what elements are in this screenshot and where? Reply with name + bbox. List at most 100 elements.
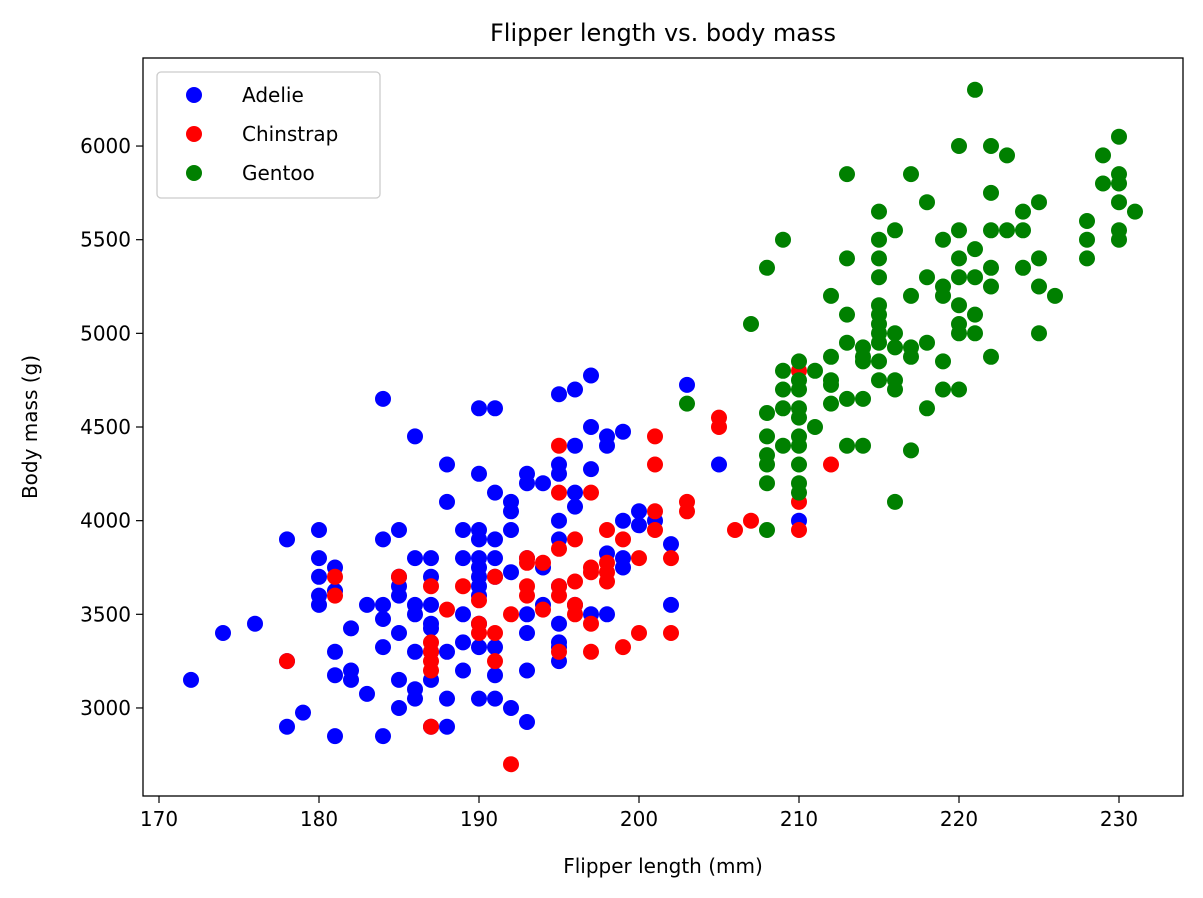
data-point-chinstrap bbox=[615, 639, 631, 656]
y-tick-label: 4000 bbox=[80, 509, 131, 533]
data-point-gentoo bbox=[1015, 203, 1031, 220]
y-tick-label: 4500 bbox=[80, 415, 131, 439]
data-point-gentoo bbox=[999, 147, 1015, 164]
x-axis-ticks: 170 180 190 200 210 220 230 bbox=[140, 796, 1138, 831]
data-point-chinstrap bbox=[455, 578, 471, 595]
x-axis-label: Flipper length (mm) bbox=[563, 854, 763, 878]
data-point-gentoo bbox=[903, 442, 919, 459]
data-point-chinstrap bbox=[647, 428, 663, 445]
data-point-chinstrap bbox=[599, 573, 615, 590]
data-point-adelie bbox=[423, 596, 439, 613]
data-point-gentoo bbox=[759, 428, 775, 445]
data-point-adelie bbox=[599, 606, 615, 623]
data-point-gentoo bbox=[871, 203, 887, 220]
data-point-chinstrap bbox=[423, 662, 439, 679]
data-point-gentoo bbox=[871, 250, 887, 267]
data-point-gentoo bbox=[871, 231, 887, 248]
data-point-gentoo bbox=[983, 138, 999, 154]
data-point-gentoo bbox=[919, 334, 935, 351]
data-point-adelie bbox=[471, 400, 487, 417]
data-point-adelie bbox=[631, 503, 647, 520]
data-point-gentoo bbox=[791, 437, 807, 454]
data-point-adelie bbox=[407, 690, 423, 707]
data-point-chinstrap bbox=[679, 503, 695, 520]
data-point-adelie bbox=[327, 667, 343, 684]
data-point-gentoo bbox=[935, 353, 951, 370]
data-point-chinstrap bbox=[551, 437, 567, 454]
data-point-chinstrap bbox=[647, 522, 663, 538]
data-point-adelie bbox=[439, 643, 455, 660]
data-point-adelie bbox=[375, 596, 391, 613]
x-tick-label: 190 bbox=[460, 807, 498, 831]
data-point-chinstrap bbox=[423, 578, 439, 595]
data-point-chinstrap bbox=[471, 625, 487, 641]
data-point-gentoo bbox=[791, 484, 807, 501]
data-point-adelie bbox=[375, 531, 391, 548]
data-point-chinstrap bbox=[567, 606, 583, 623]
data-point-gentoo bbox=[871, 372, 887, 389]
data-point-gentoo bbox=[1031, 250, 1047, 267]
data-point-chinstrap bbox=[647, 456, 663, 473]
data-point-gentoo bbox=[967, 269, 983, 286]
data-point-adelie bbox=[487, 690, 503, 707]
data-point-chinstrap bbox=[487, 625, 503, 641]
data-point-gentoo bbox=[1111, 231, 1127, 248]
data-point-gentoo bbox=[1111, 128, 1127, 145]
data-point-gentoo bbox=[951, 222, 967, 239]
data-point-adelie bbox=[327, 643, 343, 660]
data-point-adelie bbox=[391, 671, 407, 688]
data-point-chinstrap bbox=[519, 554, 535, 571]
data-point-chinstrap bbox=[471, 592, 487, 609]
data-point-adelie bbox=[519, 625, 535, 641]
legend-marker-gentoo bbox=[186, 165, 202, 181]
data-point-chinstrap bbox=[583, 615, 599, 632]
data-point-chinstrap bbox=[551, 587, 567, 604]
data-point-gentoo bbox=[935, 231, 951, 248]
data-point-gentoo bbox=[967, 241, 983, 258]
data-point-adelie bbox=[455, 550, 471, 567]
data-point-adelie bbox=[487, 484, 503, 501]
y-axis-label: Body mass (g) bbox=[18, 355, 42, 499]
data-point-adelie bbox=[343, 620, 359, 637]
legend: Adelie Chinstrap Gentoo bbox=[156, 71, 381, 199]
data-point-chinstrap bbox=[279, 653, 295, 670]
data-point-adelie bbox=[519, 662, 535, 679]
data-point-adelie bbox=[519, 475, 535, 492]
data-point-gentoo bbox=[951, 381, 967, 398]
data-point-adelie bbox=[471, 465, 487, 482]
data-point-adelie bbox=[583, 367, 599, 384]
data-point-gentoo bbox=[1095, 147, 1111, 164]
data-point-gentoo bbox=[1095, 175, 1111, 192]
data-point-gentoo bbox=[887, 222, 903, 239]
data-point-adelie bbox=[455, 606, 471, 623]
data-point-chinstrap bbox=[519, 587, 535, 604]
data-point-adelie bbox=[551, 465, 567, 482]
data-point-adelie bbox=[423, 550, 439, 567]
data-point-gentoo bbox=[839, 390, 855, 407]
data-point-adelie bbox=[503, 700, 519, 716]
data-point-gentoo bbox=[1079, 213, 1095, 229]
data-point-adelie bbox=[551, 615, 567, 632]
data-point-gentoo bbox=[951, 138, 967, 154]
data-point-gentoo bbox=[919, 269, 935, 286]
x-tick-label: 200 bbox=[620, 807, 658, 831]
data-point-gentoo bbox=[951, 250, 967, 267]
data-point-adelie bbox=[247, 615, 263, 632]
data-point-gentoo bbox=[823, 376, 839, 393]
data-point-gentoo bbox=[999, 222, 1015, 239]
data-point-adelie bbox=[487, 639, 503, 656]
data-point-chinstrap bbox=[583, 484, 599, 501]
x-tick-label: 180 bbox=[300, 807, 338, 831]
data-point-gentoo bbox=[823, 287, 839, 304]
data-point-chinstrap bbox=[391, 568, 407, 585]
data-point-adelie bbox=[407, 428, 423, 445]
data-point-gentoo bbox=[983, 278, 999, 295]
data-point-adelie bbox=[439, 493, 455, 510]
x-tick-label: 230 bbox=[1100, 807, 1138, 831]
data-point-gentoo bbox=[839, 250, 855, 267]
data-point-gentoo bbox=[1047, 287, 1063, 304]
y-tick-label: 5500 bbox=[80, 228, 131, 252]
legend-marker-chinstrap bbox=[186, 126, 202, 142]
y-tick-label: 6000 bbox=[80, 134, 131, 158]
data-point-gentoo bbox=[855, 437, 871, 454]
